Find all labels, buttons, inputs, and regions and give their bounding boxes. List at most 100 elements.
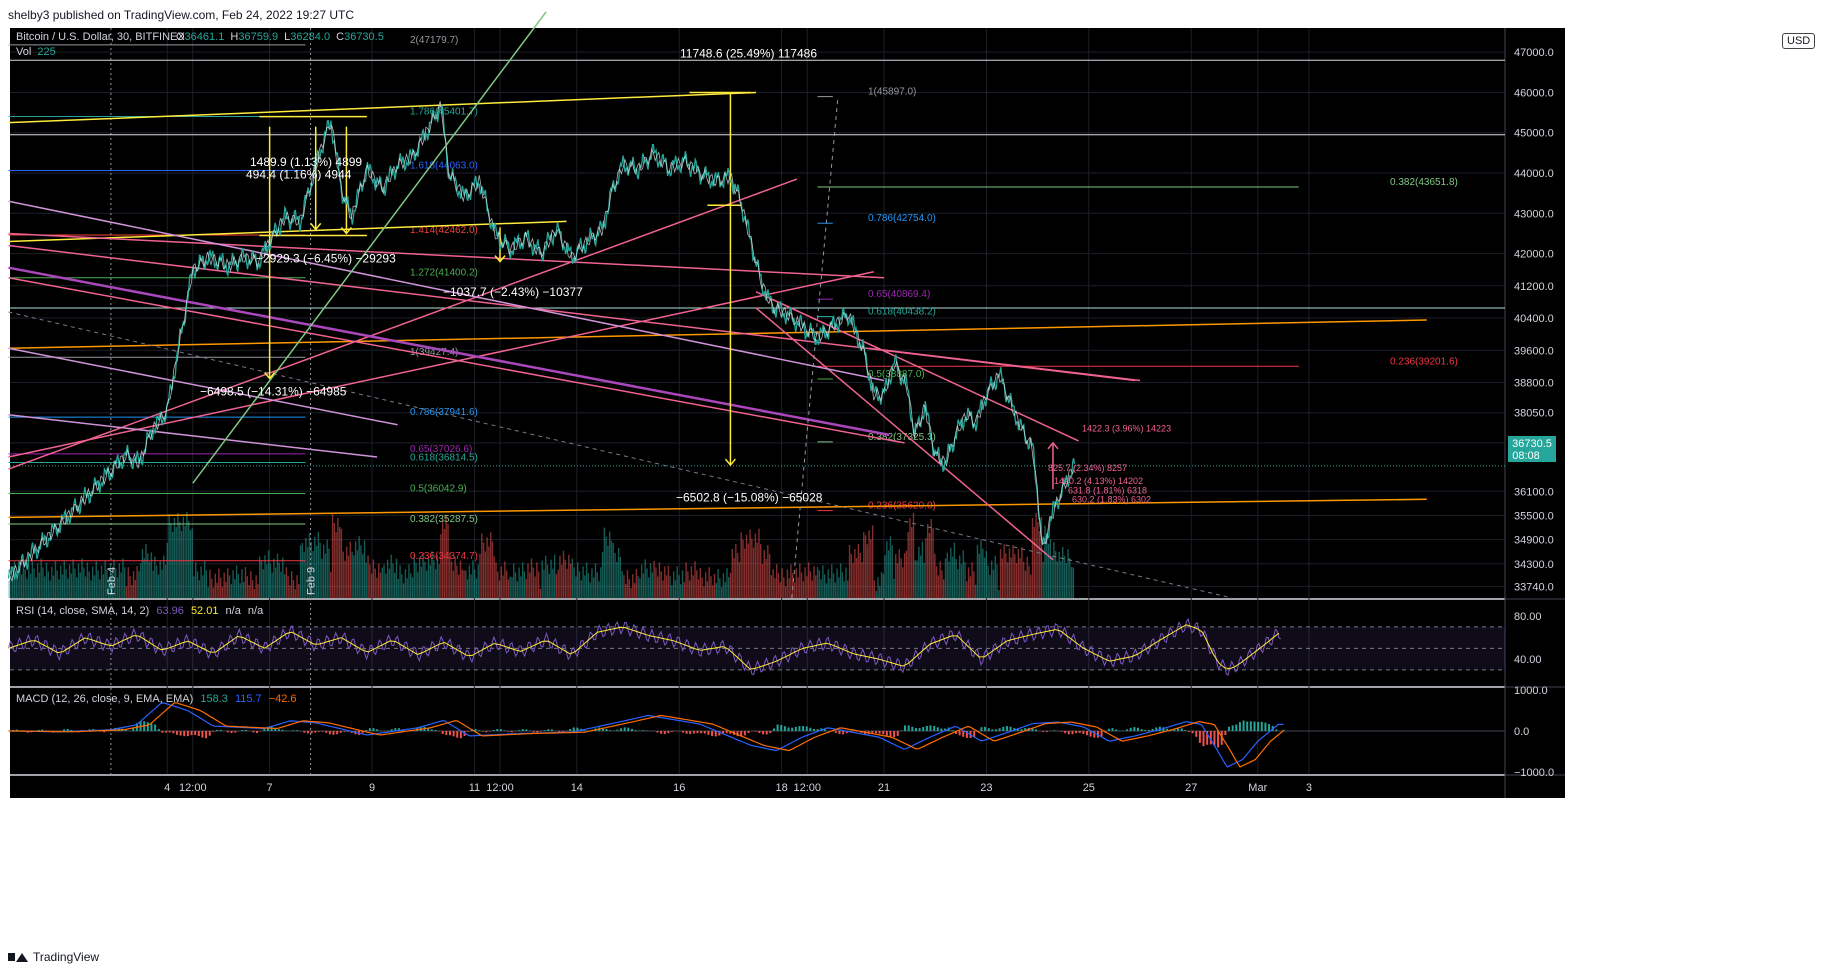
volume-bar [260,560,263,598]
volume-bar [921,541,924,598]
volume-bar [646,568,648,598]
main-pane[interactable] [10,28,1505,598]
macd-histogram-bar [132,727,135,731]
volume-bar [99,579,101,598]
volume-bar [289,585,291,598]
volume-bar [234,579,236,598]
date-marker-label: Feb 4 [106,567,118,595]
volume-bar [946,552,948,598]
macd-histogram-bar [692,731,695,734]
macd-histogram-bar [991,729,994,731]
volume-bar [982,548,984,598]
macd-histogram-bar [1213,731,1216,746]
time-tick-label: 14 [571,782,583,794]
volume-bar [29,573,32,598]
macd-histogram-bar [765,731,768,735]
macd-histogram-bar [838,731,841,735]
volume-bar [148,562,151,598]
macd-histogram-bar [492,730,495,731]
volume-bar [790,564,792,598]
price-axis[interactable] [1505,28,1565,798]
volume-bar [669,576,671,598]
macd-histogram-bar [656,731,659,733]
volume-bar [816,567,819,598]
volume-bar [623,575,625,598]
macd-histogram-bar [882,731,885,735]
volume-bar [1054,551,1057,598]
volume-bar [60,565,62,598]
volume-bar [1014,553,1016,598]
macd-histogram-bar [718,731,721,736]
macd-histogram-bar [689,731,692,735]
volume-bar [665,575,668,598]
volume-bar [959,555,961,598]
volume-bar [479,553,481,598]
volume-bar [624,584,627,598]
macd-histogram-bar [525,729,528,731]
macd-histogram-bar [394,728,397,731]
volume-bar [390,554,392,598]
macd-histogram-bar [452,731,455,737]
volume-bar [401,574,403,598]
volume-bar [575,576,577,598]
volume-bar [724,582,726,598]
volume-bar [561,564,563,598]
volume-bar [1021,547,1023,598]
volume-bar [232,570,234,598]
volume-bar [166,542,169,598]
volume-bar [960,564,963,598]
macd-histogram-bar [1195,731,1198,737]
tradingview-logo[interactable]: TradingView [8,950,99,964]
volume-bar [438,564,440,598]
volume-bar [678,575,680,598]
fib-level-label: 2(47179.7) [410,35,458,46]
volume-bar [791,573,794,598]
volume-bar [399,565,401,598]
currency-button[interactable]: USD [1782,33,1816,49]
macd-histogram-bar [874,731,877,734]
trend-line [755,291,1079,442]
price-tick-label: 38800.0 [1514,377,1554,389]
volume-bar [532,567,535,598]
legend-symbol[interactable]: Bitcoin / U.S. Dollar, 30, BITFINEX [16,31,185,43]
volume-bar [83,567,85,598]
rsi-pane[interactable] [10,600,1505,686]
volume-bar [747,543,749,598]
volume-bar [701,577,703,598]
volume-bar [273,558,275,598]
macd-histogram-bar [398,728,401,731]
volume-bar [122,558,124,598]
volume-bar [152,570,154,598]
volume-bar [767,544,769,598]
legend-volume: Vol 225 [16,46,56,58]
volume-bar [161,569,163,598]
volume-bar [413,553,415,598]
macd-histogram-bar [507,731,510,732]
volume-bar [637,576,639,598]
volume-bar [1019,557,1021,598]
volume-bar [596,572,598,598]
volume-bar [648,577,650,598]
volume-layer [8,512,1075,598]
volume-bar [353,555,355,598]
macd-histogram-bar [124,730,127,731]
macd-histogram-bar [769,731,772,734]
volume-bar [1060,560,1062,598]
macd-histogram-bar [911,726,914,731]
volume-bar [594,563,597,598]
time-axis[interactable] [10,776,1505,798]
macd-histogram-bar [940,728,943,731]
volume-bar [630,588,632,598]
measure-arrow-head [724,458,736,467]
macd-histogram-bar [165,731,168,733]
volume-bar [116,577,119,598]
volume-bar [786,569,789,598]
volume-bar [1026,556,1028,598]
volume-bar [218,568,220,598]
macd-histogram-bar [1093,731,1096,738]
macd-histogram-bar [944,728,947,731]
macd-histogram-bar [714,731,717,737]
price-tick-label: 36100.0 [1514,486,1554,498]
volume-bar [317,531,320,598]
